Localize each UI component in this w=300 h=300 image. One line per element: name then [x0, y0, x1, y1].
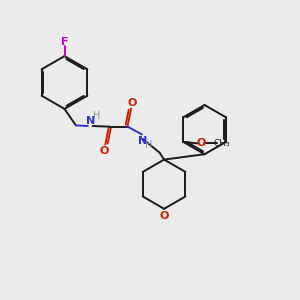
Text: O: O: [196, 138, 206, 148]
Text: O: O: [159, 211, 169, 221]
Text: H: H: [146, 140, 153, 150]
Text: H: H: [93, 111, 100, 122]
Text: O: O: [127, 98, 137, 108]
Text: F: F: [61, 37, 68, 47]
Text: N: N: [86, 116, 95, 126]
Text: O: O: [100, 146, 109, 156]
Text: CH₃: CH₃: [214, 139, 231, 148]
Text: N: N: [139, 136, 148, 146]
